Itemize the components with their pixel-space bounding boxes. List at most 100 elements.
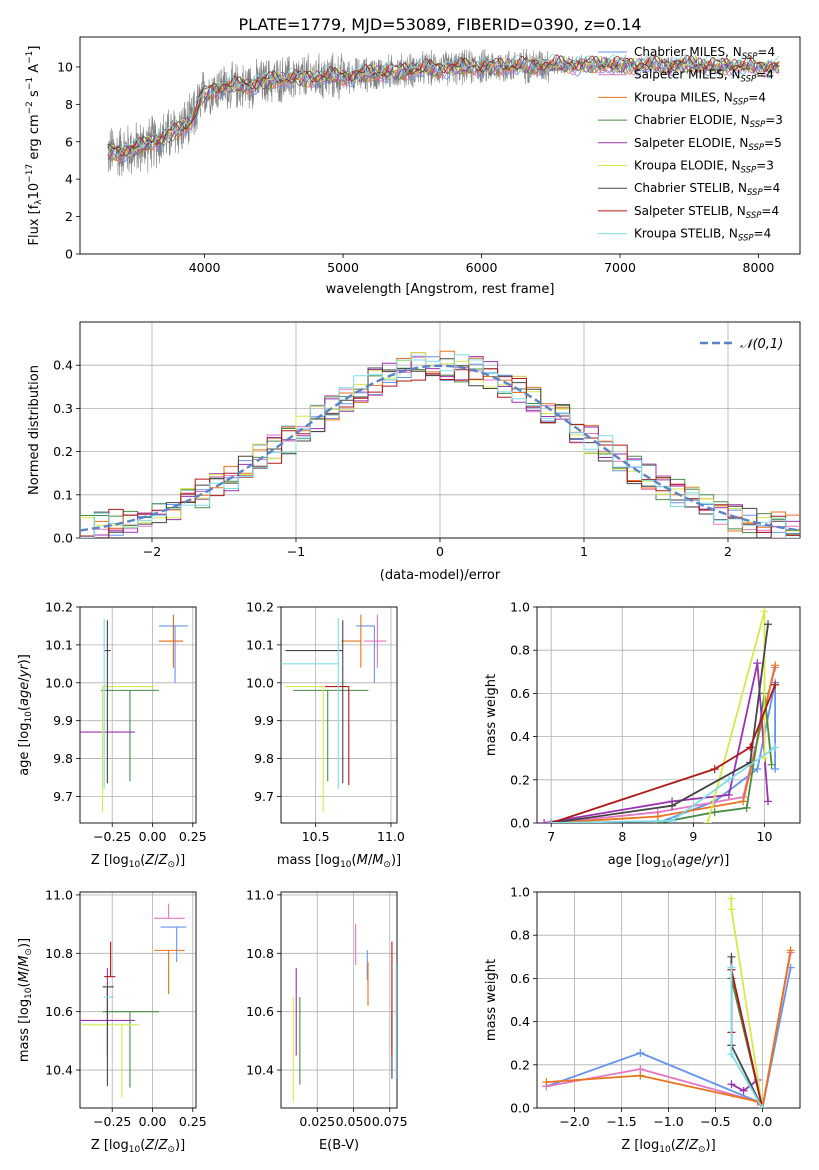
normal-reference-curve (80, 364, 800, 532)
mass-weight-point-marker (739, 1086, 748, 1095)
legend-model-name: Salpeter MILES (634, 68, 724, 82)
y-tick-label: 9.7 (53, 789, 73, 804)
residuals-panel: −2 −1 0 1 2 0.0 0.1 0.2 0.3 0.4 (data-model)/error… (27, 321, 801, 583)
x-tick-label: −0.5 (700, 1114, 730, 1129)
mass-weight-point-marker (727, 952, 736, 961)
legend-model-name: Kroupa STELIB (634, 227, 721, 241)
y-tick-label: 10.4 (45, 1063, 73, 1078)
legend-entry: Salpeter ELODIE, NSSP=5 (634, 136, 782, 153)
mass-weight-point-marker (668, 801, 677, 810)
legend-equals: = (756, 68, 766, 82)
legend-n-prefix: , N (725, 45, 742, 59)
mass-weight-point-marker (771, 680, 780, 689)
y-tick-label: 0.4 (510, 729, 530, 744)
legend-nssp-value: 3 (775, 113, 783, 127)
mass-weight-point-marker (764, 797, 773, 806)
mass-weight-point-marker (542, 1078, 551, 1087)
mass-weight-point-marker (547, 819, 556, 823)
legend-ssp-subscript: SSP (741, 166, 757, 176)
y-tick-label: 10.6 (45, 1004, 73, 1019)
legend-nssp-value: 4 (771, 204, 779, 218)
legend-nssp-value: 4 (773, 181, 781, 195)
spectrum-panel: 4000 5000 6000 7000 8000 0 2 4 6 8 10 wavelength [A… (25, 36, 801, 297)
mass-weight-series-line (550, 684, 776, 823)
y-tick-label: 0.1 (53, 487, 73, 502)
axes-frame (536, 606, 801, 824)
legend-entry: Kroupa MILES, NSSP=4 (634, 90, 766, 107)
mass-weight-point-marker (771, 661, 780, 670)
mass-weight-point-marker (727, 963, 736, 972)
x-tick-label: 2 (724, 544, 732, 559)
x-axis-label: Z [log10(Z/Z⊙)] (621, 1138, 715, 1155)
legend-ssp-subscript: SSP (741, 75, 757, 85)
legend-model-name: Chabrier MILES (634, 45, 725, 59)
legend-ssp-subscript: SSP (746, 211, 762, 221)
x-tick-label: 0.025 (299, 1114, 335, 1129)
x-tick-label: 0.00 (139, 829, 167, 844)
y-tick-label: 10.1 (45, 637, 73, 652)
legend-model-name: Chabrier ELODIE (634, 113, 733, 127)
legend-ssp-subscript: SSP (742, 52, 758, 62)
legend-nssp-value: 4 (766, 68, 774, 82)
y-tick-label: 9.8 (254, 751, 274, 766)
x-tick-label: 0.00 (139, 1114, 167, 1129)
mass-weight-point-marker (703, 819, 712, 823)
mass-weight-point-marker (753, 765, 762, 773)
x-tick-label: −1.5 (606, 1114, 636, 1129)
legend-ssp-subscript: SSP (733, 97, 749, 107)
x-tick-label: 0.25 (179, 1114, 207, 1129)
legend-entry: Kroupa STELIB, NSSP=4 (634, 227, 771, 244)
y-tick-label: 0.6 (510, 686, 530, 701)
x-tick-label: −0.25 (93, 1114, 131, 1129)
y-tick-label: 10.2 (246, 600, 274, 615)
x-axis-label: mass [log10(M/M⊙)] (277, 853, 401, 870)
y-tick-label: 6 (65, 134, 73, 149)
x-tick-label: 8000 (743, 260, 775, 275)
mass-weight-point-marker (767, 760, 776, 769)
legend-nssp-value: 4 (764, 227, 772, 241)
y-tick-label: 0.2 (53, 444, 73, 459)
y-tick-label: 0.4 (53, 358, 73, 373)
mass-weight-series-line (551, 667, 776, 823)
legend-model-name: Kroupa ELODIE (634, 159, 724, 173)
legend-ssp-subscript: SSP (747, 188, 763, 198)
x-tick-label: 6000 (466, 260, 498, 275)
y-tick-label: 8 (65, 97, 73, 112)
mass-weight-point-marker (739, 797, 748, 806)
mass-weight-point-marker (636, 1071, 645, 1080)
y-tick-label: 1.0 (510, 600, 530, 615)
legend-entry: Salpeter STELIB, NSSP=4 (634, 204, 779, 221)
age-vs-metallicity-panel: −0.25 0.00 0.25 9.7 9.8 9.9 10.0 10.1 10.2 Z [log… (17, 600, 207, 871)
x-tick-label: 0 (436, 544, 444, 559)
x-axis-label: Z [log10(Z/Z⊙)] (91, 853, 185, 870)
mass-weight-point-marker (727, 894, 736, 903)
y-tick-label: 0.2 (510, 772, 530, 787)
mass-weight-point-marker (710, 808, 719, 817)
y-tick-label: 10.8 (45, 946, 73, 961)
legend-nssp-value: 3 (766, 159, 774, 173)
y-tick-label: 10.8 (246, 946, 274, 961)
y-tick-label: 0.8 (510, 928, 530, 943)
massweight-vs-metallicity-panel: −2.0 −1.5 −1.0 −0.5 0.0 0.0 0.2 0.4 0.6 0.8 1.0 Z [… (484, 885, 801, 1155)
x-tick-label: 10 (757, 829, 773, 844)
x-tick-label: −2 (143, 544, 161, 559)
legend-entry: Chabrier MILES, NSSP=4 (634, 45, 775, 62)
mass-weight-point-marker (771, 743, 780, 752)
x-tick-label: 7 (547, 829, 555, 844)
model-spectrum-line (107, 59, 780, 162)
legend-n-prefix: , N (729, 204, 746, 218)
y-tick-label: 0.0 (53, 531, 73, 546)
mass-vs-metallicity-panel: −0.25 0.00 0.25 10.4 10.6 10.8 11.0 Z [log10(Z/… (17, 887, 207, 1155)
x-tick-label: 1 (580, 544, 588, 559)
y-tick-label: 10.4 (246, 1063, 274, 1078)
x-tick-label: 10.5 (302, 829, 330, 844)
y-axis-label: age [log10(age/yr)] (17, 654, 34, 776)
legend-nssp-value: 4 (767, 45, 775, 59)
x-tick-label: 4000 (189, 260, 221, 275)
y-tick-label: 9.7 (254, 789, 274, 804)
mass-weight-point-marker (724, 790, 733, 799)
legend-model-name: Salpeter ELODIE (634, 136, 732, 150)
x-tick-label: 0.050 (336, 1114, 372, 1129)
legend-equals: = (757, 45, 767, 59)
